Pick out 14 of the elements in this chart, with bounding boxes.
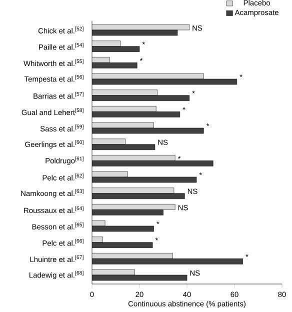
bar — [92, 90, 158, 96]
bar — [92, 95, 190, 101]
bar — [92, 258, 243, 264]
bar — [92, 253, 173, 259]
bar — [92, 144, 156, 150]
bar — [92, 193, 185, 199]
bar — [92, 188, 174, 194]
bar — [92, 112, 180, 118]
bar — [92, 155, 176, 161]
bar — [92, 62, 138, 68]
bar — [92, 204, 176, 210]
bar — [92, 106, 156, 112]
bar — [92, 160, 214, 166]
bar — [92, 210, 164, 216]
